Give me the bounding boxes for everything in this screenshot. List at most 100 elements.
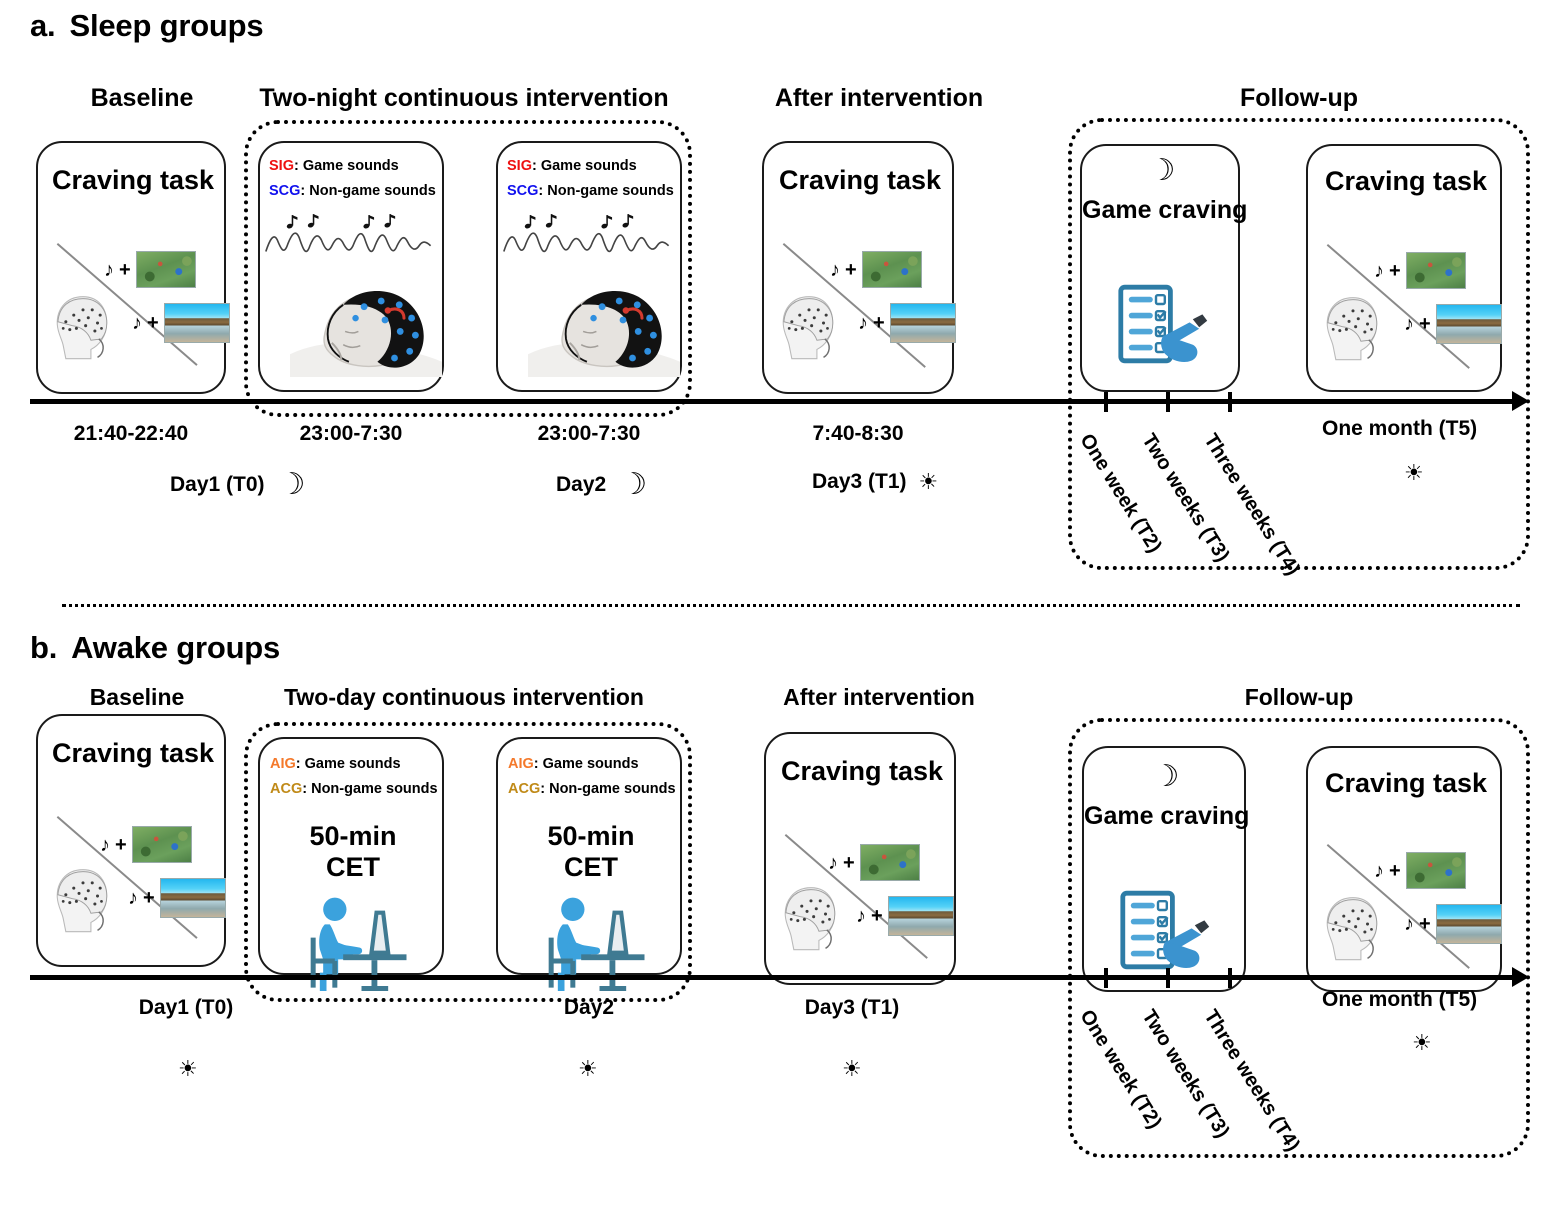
card-title: Craving task (778, 165, 942, 195)
card-baseline-craving-task-b[interactable]: Craving task ♪ + ♪ + (36, 714, 226, 967)
music-note-icon: ♪ (100, 833, 110, 856)
sound-desc: Non-game sounds (309, 183, 436, 199)
timeline-tick-week3-b (1228, 968, 1232, 988)
day-label: Day2 (556, 473, 607, 496)
followup-group-outline-a (1068, 118, 1530, 570)
sound-row-aig: AIG: Game sounds (270, 756, 401, 772)
timeline-axis-a (30, 399, 1514, 404)
card-title: Craving task (51, 165, 215, 195)
stage-header-baseline-b: Baseline (89, 684, 185, 710)
plus-sign: + (115, 833, 127, 856)
sound-desc: Game sounds (542, 756, 639, 772)
music-note-icon: ♪ (828, 851, 838, 874)
timeline-day2-a: Day2 ☽ (556, 470, 647, 500)
group-tag-scg: SCG (507, 183, 539, 199)
timeline-time-after-a: 7:40-8:30 (812, 422, 904, 445)
panel-b-letter: b. (30, 630, 58, 665)
sound-desc: Non-game sounds (549, 781, 676, 797)
cue-row-game: ♪ + (104, 251, 196, 288)
card-day2-cet-b[interactable]: AIG: Game sounds ACG: Non-game sounds 50… (496, 737, 682, 991)
game-cue-image (131, 826, 192, 863)
eeg-head-icon (1326, 897, 1378, 961)
sound-row-acg: ACG: Non-game sounds (508, 781, 676, 797)
music-note-icon: ♪ (856, 905, 866, 927)
intervention-group-outline-a (244, 120, 692, 417)
timeline-tick-week1-b (1104, 968, 1108, 988)
stage-header-intervention-a: Two-night continuous intervention (259, 84, 669, 112)
card-title: Craving task (51, 738, 215, 768)
card-night1-intervention-a[interactable]: SIG: Game sounds SCG: Non-game sounds (258, 141, 444, 392)
sun-icon: ☀ (1404, 460, 1424, 485)
neutral-cue-image (889, 303, 956, 343)
group-tag-scg: SCG (269, 183, 301, 199)
music-note-icon: ♪ (104, 258, 114, 281)
card-after-craving-task-a[interactable]: Craving task ♪ + ♪ + (762, 141, 956, 394)
group-tag-acg: ACG (270, 781, 303, 797)
eeg-waveform-with-sound-icon (265, 214, 432, 253)
cue-row-neutral: ♪ + (1404, 304, 1502, 344)
cue-row-neutral: ♪ + (1404, 904, 1502, 944)
music-note-icon: ♪ (128, 887, 138, 909)
timeline-day1-b: Day1 (T0) (138, 996, 234, 1019)
panel-b-title: b. Awake groups (30, 630, 280, 666)
cue-row-game: ♪ + (1374, 252, 1466, 289)
card-baseline-craving-task-a[interactable]: Craving task ♪ + ♪ + (36, 141, 230, 394)
card-after-craving-task-b[interactable]: Craving task ♪ + ♪ + (764, 732, 956, 985)
music-note-icon: ♪ (1404, 313, 1414, 335)
sound-row-acg: ACG: Non-game sounds (270, 781, 438, 797)
plus-sign: + (1389, 859, 1401, 882)
plus-sign: + (119, 258, 131, 281)
music-note-icon: ♪ (858, 312, 868, 334)
eeg-head-icon (56, 869, 108, 933)
music-note-icon: ♪ (1404, 913, 1414, 935)
timeline-end-label-b: One month (T5) (1322, 988, 1478, 1011)
neutral-cue-image (163, 303, 230, 343)
sleeping-participant-eeg-cap-icon (528, 290, 680, 377)
card-game-craving-b[interactable]: ☽ Game craving (1082, 746, 1250, 992)
card-title: Craving task (1324, 768, 1488, 798)
game-cue-image (861, 251, 922, 288)
stage-header-after-b: After intervention (783, 684, 975, 710)
sound-desc: Game sounds (304, 756, 401, 772)
plus-sign: + (1389, 259, 1401, 282)
sound-desc: Non-game sounds (547, 183, 674, 199)
stage-header-followup-b: Follow-up (1244, 684, 1354, 710)
card-title: Game craving (1084, 802, 1250, 830)
eeg-head-icon (56, 296, 108, 360)
day-label: Day3 (T1) (812, 470, 907, 493)
card-followup-craving-task-b[interactable]: Craving task ♪ + ♪ + (1306, 746, 1502, 992)
card-game-craving-a[interactable]: ☽ Game craving (1080, 144, 1247, 392)
plus-sign: + (871, 905, 883, 927)
sun-icon-end-b: ☀ (1412, 1030, 1432, 1055)
eeg-head-icon (1326, 297, 1378, 361)
stage-header-baseline-a: Baseline (90, 84, 194, 112)
sun-icon-day1-b: ☀ (178, 1056, 198, 1081)
cue-row-game: ♪ + (830, 251, 922, 288)
panel-a-letter: a. (30, 8, 56, 43)
card-day1-cet-b[interactable]: AIG: Game sounds ACG: Non-game sounds 50… (258, 737, 444, 991)
moon-icon: ☽ (1148, 154, 1176, 187)
sound-desc: Non-game sounds (311, 781, 438, 797)
timeline-time-night1-a: 23:00-7:30 (299, 422, 403, 445)
sun-icon: ☀ (918, 469, 939, 494)
group-tag-aig: AIG (508, 756, 534, 772)
sun-icon-day3-b: ☀ (842, 1056, 862, 1081)
eeg-head-icon (782, 296, 834, 360)
sound-row-scg: SCG: Non-game sounds (507, 183, 674, 199)
music-note-icon: ♪ (830, 258, 840, 281)
neutral-cue-image (887, 896, 954, 936)
timeline-time-baseline-a: 21:40-22:40 (73, 422, 189, 445)
card-night2-intervention-a[interactable]: SIG: Game sounds SCG: Non-game sounds (496, 141, 682, 392)
craving-questionnaire-icon (1118, 284, 1208, 364)
panel-separator (62, 604, 1520, 607)
neutral-cue-image (159, 878, 226, 918)
sound-row-sig: SIG: Game sounds (269, 158, 399, 174)
sleeping-participant-eeg-cap-icon (290, 290, 442, 377)
cue-row-game: ♪ + (1374, 852, 1466, 889)
panel-b-title-text: Awake groups (71, 630, 281, 665)
eeg-head-icon (784, 887, 836, 951)
card-followup-craving-task-a[interactable]: Craving task ♪ + ♪ + (1306, 144, 1502, 392)
group-tag-sig: SIG (507, 158, 532, 174)
cue-row-neutral: ♪ + (128, 878, 226, 918)
plus-sign: + (1419, 313, 1431, 335)
